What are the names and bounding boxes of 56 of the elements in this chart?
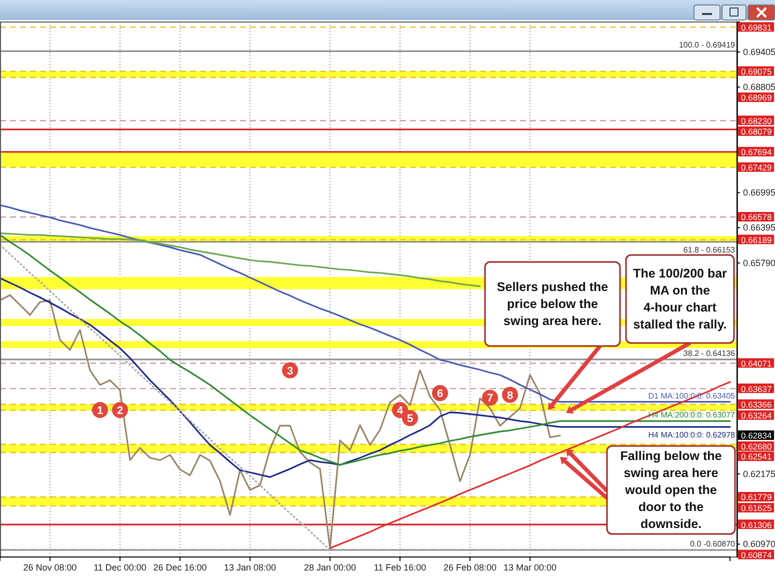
annotation: 8 (506, 390, 514, 402)
x-tick-label: 11 Dec 00:00 (94, 562, 146, 572)
ref-line-label: 0.61306 (741, 520, 772, 530)
ref-line-label: 0.64071 (741, 358, 772, 368)
x-tick-label: 26 Nov 08:00 (23, 562, 77, 572)
ref-line-label: 0.63366 (741, 400, 772, 410)
x-tick-label: 26 Feb 08:00 (443, 562, 497, 572)
ref-line-label: 0.68969 (741, 92, 772, 103)
annotation: 3 (286, 365, 294, 378)
ref-line-label: 0.61779 (741, 492, 772, 502)
ref-line-label: 0.68230 (741, 116, 772, 126)
annotation: 61.8 - 0.66153 (683, 245, 736, 254)
annotation: Falling below the swing area here would open the door to the downside. (620, 449, 722, 531)
line-series (0, 232, 481, 288)
x-tick-label: 28 Jan 00:00 (304, 562, 356, 572)
y-tick-label: 0.60970 (743, 539, 775, 550)
y-tick-label: 0.66395 (743, 222, 775, 233)
y-tick-label: 0.62175 (743, 468, 775, 479)
ref-line-label: 0.63264 (741, 410, 772, 421)
annotation: 2 (116, 404, 124, 417)
annotation: 1 (96, 404, 104, 417)
x-tick-label: 13 Mar 00:00 (503, 562, 557, 572)
annotation: Sellers pushed the price below the swing area here. (496, 280, 608, 328)
y-tick-label: 0.65790 (743, 258, 775, 268)
ref-line-label: 0.63637 (741, 384, 772, 394)
ref-line-label: 0.67694 (741, 147, 772, 158)
annotation: 100.0 - 0.69419 (678, 40, 736, 50)
annotation: The 100/200 bar MA on the 4-hour chart stalled the rally. (633, 266, 728, 332)
text: 0.62834 (741, 430, 772, 441)
ref-line-label: 0.69075 (741, 66, 772, 76)
annotation: 5 (406, 413, 414, 426)
x-tick-label: 13 Jan 08:00 (224, 562, 276, 572)
ref-line-label: 0.62541 (741, 452, 772, 462)
annotation: 0.0 -0.60870 (690, 540, 736, 548)
callout-box: Falling below the swing area here would open the door to the downside. (606, 445, 736, 535)
y-tick-label: 0.69405 (743, 46, 775, 57)
callout-box: The 100/200 bar MA on the 4-hour chart stalled the rally. (625, 254, 735, 344)
ref-line-label: 0.66189 (741, 234, 772, 245)
ref-line-label: 0.61625 (741, 503, 772, 514)
ref-line-label: 0.60874 (741, 550, 772, 560)
ref-line-label: 0.69831 (741, 22, 772, 32)
ref-line-label: 0.62680 (741, 442, 772, 452)
ref-line-label: 0.66578 (741, 212, 772, 222)
x-tick-label: 11 Feb 16:00 (374, 562, 426, 572)
x-tick-label: 26 Dec 16:00 (153, 562, 207, 572)
y-tick-label: 0.66995 (743, 188, 775, 198)
ref-line-label: 0.67429 (741, 162, 772, 173)
ref-line-label: 0.68079 (741, 126, 772, 137)
callout-box: Sellers pushed the price below the swing area here. (484, 261, 621, 347)
annotation: 6 (436, 388, 444, 400)
line-series (0, 244, 331, 551)
annotation: 38.2 - 0.64136 (683, 348, 736, 358)
annotation: 4 (396, 404, 404, 417)
annotation: 7 (486, 392, 494, 405)
y-tick-label: 0.68805 (743, 82, 775, 92)
series-label: H4 MA:100:0:0: 0.62978 (648, 430, 736, 440)
